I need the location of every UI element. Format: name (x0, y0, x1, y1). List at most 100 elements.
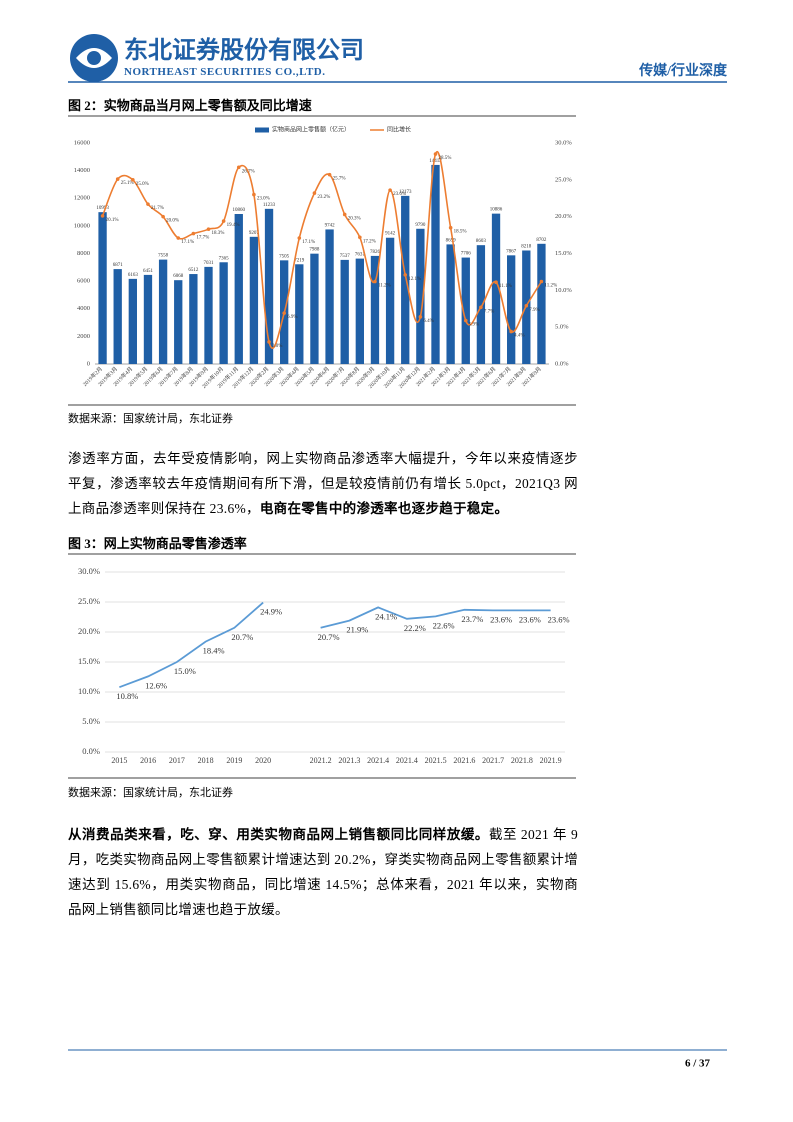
line-point (176, 236, 181, 240)
point-label: 20.7% (231, 632, 253, 642)
legend-label: 实物商品网上零售额（亿元） (272, 125, 350, 133)
bar (340, 259, 349, 364)
point-label: 25.0% (136, 182, 149, 187)
bar-value-label: 7631 (355, 253, 366, 258)
point-label: 20.0% (166, 219, 179, 224)
line-point (539, 279, 544, 284)
bar (491, 213, 501, 364)
y-tick-label: 10000 (74, 222, 90, 229)
bar-value-label: 10860 (233, 208, 246, 213)
line-point (509, 329, 513, 334)
line-point (373, 279, 377, 284)
bar-value-label: 9207 (249, 231, 260, 236)
bar (370, 255, 380, 364)
figure-title: 图 3：网上实物商品零售渗透率 (68, 536, 247, 551)
y-tick-label: 30.0% (78, 566, 100, 576)
y-tick-label: 5.0% (82, 716, 100, 726)
company-name: 东北证券股份有限公司 (124, 36, 364, 64)
point-label: 15.0% (174, 666, 196, 676)
point-label: 12.1% (408, 277, 421, 282)
y2-tick-label: 0.0% (555, 360, 569, 367)
logo-dot (87, 51, 101, 65)
line-point (418, 315, 423, 319)
bar-value-label: 8702 (536, 238, 547, 243)
bar (98, 212, 107, 364)
text: 截至 2021 年 9 月，吃类实物商品网上零售额累计增速达到 20.2%，穿类… (68, 827, 578, 917)
chart: 0 2000 4000 6000 8000 10000 12000 14000 16000 0.0… (68, 115, 576, 406)
x-tick-label: 2020 (255, 756, 271, 765)
bar-value-label: 7988 (309, 248, 320, 253)
line-point (282, 311, 286, 315)
point-label: 18.5% (454, 230, 467, 235)
bar-value-label: 7365 (219, 256, 230, 261)
bar (234, 213, 243, 364)
point-label: 10.8% (116, 691, 138, 701)
line-point (524, 304, 529, 308)
bar-value-label: 7031 (204, 261, 215, 266)
y-tick-label: 14000 (74, 167, 90, 174)
bar (476, 245, 486, 364)
line-point (479, 305, 483, 310)
x-tick-label: 2021.2 (310, 756, 332, 765)
line-point (131, 178, 135, 182)
bar-value-label: 7219 (294, 258, 305, 263)
bar (431, 164, 440, 364)
section: 传媒/行业深度 (638, 62, 728, 79)
x-tick-label: 2021.5 (425, 756, 447, 765)
y2-tick-label: 20.0% (555, 213, 572, 220)
point-label: 11.1% (499, 284, 512, 289)
bold-text: 从消费品类来看，吃、穿、用类实物商品网上销售额同比同样放缓。 (68, 827, 489, 842)
bar (189, 274, 198, 364)
bar-value-label: 7537 (340, 254, 351, 259)
y-tick-label: 15.0% (78, 656, 100, 666)
line-point (388, 188, 392, 192)
point-label: 18.4% (203, 646, 225, 656)
point-label: 23.6% (519, 614, 541, 624)
point-label: 25.7% (333, 177, 346, 182)
bar-value-label: 7826 (370, 250, 381, 255)
bar-value-label: 6451 (143, 269, 154, 274)
y-tick-label: 25.0% (78, 596, 100, 606)
series-line (119, 601, 551, 689)
x-tick-label: 2019 (226, 756, 242, 765)
line-point (448, 225, 453, 230)
bar (461, 257, 470, 364)
point-label: 19.4% (227, 223, 240, 228)
legend-swatch (255, 127, 269, 133)
point-label: 23.7% (461, 614, 483, 624)
y2-tick-label: 30.0% (555, 139, 572, 146)
x-tick-label: 2021.7 (482, 756, 504, 765)
bar (385, 237, 395, 364)
point-label: 4.4% (514, 334, 524, 339)
bar-value-label: 7558 (158, 254, 169, 259)
point-label: 20.3% (348, 216, 361, 221)
point-label: 17.7% (196, 236, 209, 241)
x-tick-label: 2016 (140, 756, 156, 765)
point-label: 23.2% (317, 195, 330, 200)
line-point (221, 219, 226, 223)
line-point (206, 227, 211, 231)
bar-value-label: 7867 (506, 249, 517, 254)
bar (174, 280, 183, 364)
x-tick-label: 2021.4 (396, 756, 418, 765)
bold-text: 电商在零售中的渗透率也逐步趋于稳定。 (259, 501, 509, 516)
line-point (100, 214, 105, 218)
bar (158, 259, 168, 364)
chart: 0.0% 5.0% 10.0% 15.0% 20.0% 25.0% 30.0% 2015 201… (68, 553, 576, 779)
y-tick-label: 6000 (77, 278, 90, 285)
line-point (403, 273, 408, 277)
y-tick-label: 20.0% (78, 626, 100, 636)
bar-value-label: 11233 (263, 203, 276, 208)
point-label: 18.3% (212, 231, 225, 236)
x-tick-label: 2021.4 (367, 756, 389, 765)
y-tick-label: 8000 (77, 250, 90, 257)
bar (325, 229, 334, 364)
y2-tick-label: 15.0% (555, 250, 572, 257)
point-label: 20.1% (106, 218, 119, 223)
point-label: 6.4% (423, 319, 433, 324)
x-tick-label: 2021.9 (540, 756, 562, 765)
point-label: 28.5% (439, 156, 452, 161)
bar (446, 244, 455, 364)
point-label: 17.1% (302, 240, 315, 245)
line-point (297, 236, 302, 240)
